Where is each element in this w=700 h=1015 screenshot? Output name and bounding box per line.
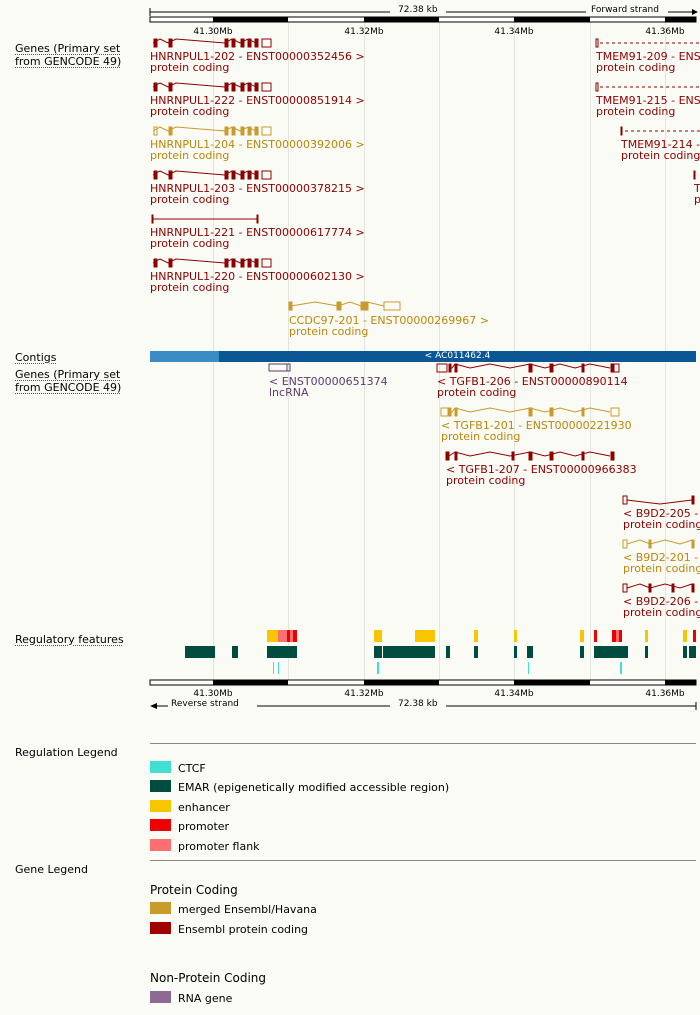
- protein-coding-header: Protein Coding: [150, 883, 238, 897]
- reverse-strand-label: Reverse strand: [171, 699, 239, 709]
- legend-swatch-promoter: [150, 819, 171, 831]
- legend-swatch-merged: [150, 902, 171, 914]
- legend-swatch-rna-gene: [150, 991, 171, 1003]
- tick-label: 41.30Mb: [193, 689, 232, 699]
- legend-swatch-enhancer: [150, 800, 171, 812]
- legend-divider: [150, 860, 696, 861]
- legend-label-emar: EMAR (epigenetically modified accessible…: [178, 781, 449, 794]
- legend-swatch-ctcf: [150, 761, 171, 773]
- non-protein-coding-header: Non-Protein Coding: [150, 971, 266, 985]
- regulation-legend-title: Regulation Legend: [15, 746, 118, 759]
- legend-label-enhancer: enhancer: [178, 801, 230, 814]
- tick-label: 41.32Mb: [344, 689, 383, 699]
- legend-swatch-emar: [150, 780, 171, 792]
- span-label-bottom: 72.38 kb: [398, 699, 438, 709]
- legend-label-rna-gene: RNA gene: [178, 992, 232, 1005]
- legend-label-promoter-flank: promoter flank: [178, 840, 260, 853]
- legend-swatch-ensembl-protein: [150, 922, 171, 934]
- legend-divider: [150, 743, 696, 744]
- tick-label: 41.34Mb: [494, 689, 533, 699]
- tick-label: 41.36Mb: [645, 689, 684, 699]
- gene-legend-title: Gene Legend: [15, 863, 88, 876]
- bottom-scale-svg: [0, 0, 700, 720]
- legend-label-promoter: promoter: [178, 820, 229, 833]
- legend-label-ctcf: CTCF: [178, 762, 206, 775]
- legend-label-merged: merged Ensembl/Havana: [178, 903, 317, 916]
- legend-swatch-promoter-flank: [150, 839, 171, 851]
- legend-label-ensembl-protein: Ensembl protein coding: [178, 923, 308, 936]
